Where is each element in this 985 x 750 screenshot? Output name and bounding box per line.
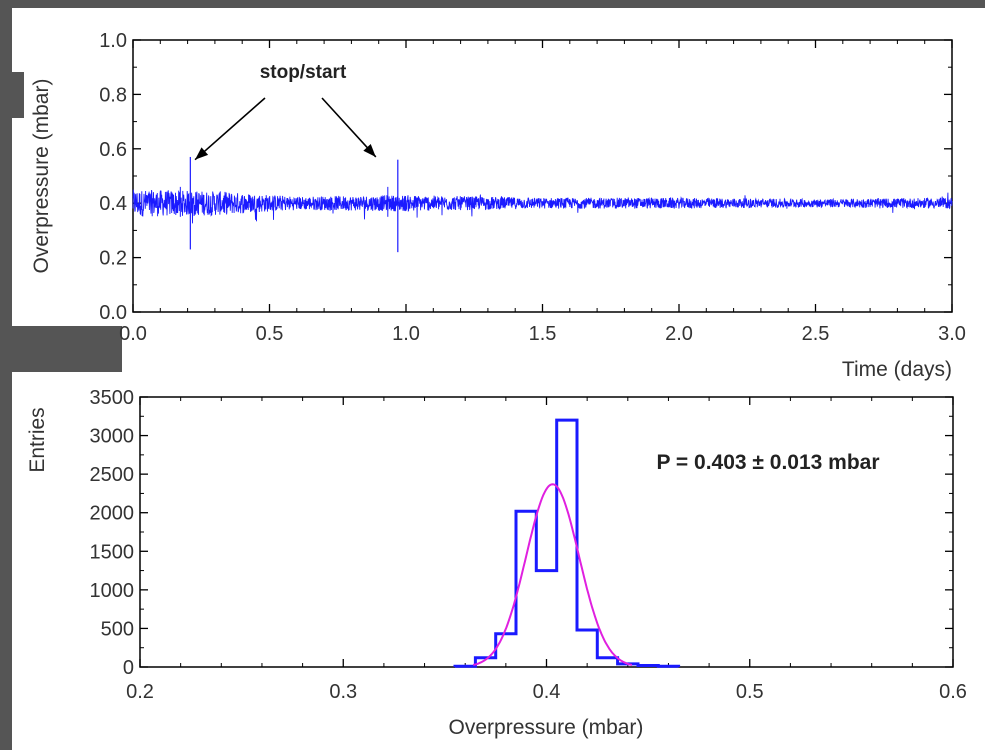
bottom-y-tick-label: 0 bbox=[123, 657, 134, 679]
stop-start-annotation: stop/start bbox=[260, 62, 347, 83]
top-plot-frame bbox=[132, 39, 953, 313]
bottom-x-tick-label: 0.5 bbox=[736, 681, 764, 703]
time-series-chart: 0.0 0.2 0.4 0.6 0.8 1.0 0.0 0.5 1.0 1.5 2.0 2.5 3.0… bbox=[30, 30, 966, 381]
fit-result-annotation: P = 0.403 ± 0.013 mbar bbox=[656, 451, 879, 474]
bottom-x-tick-label: 0.4 bbox=[533, 681, 561, 703]
top-y-tick-label: 0.8 bbox=[99, 84, 127, 106]
top-x-tick-label: 1.5 bbox=[529, 323, 557, 345]
top-y-tick-label: 0.4 bbox=[99, 193, 127, 215]
top-series-group bbox=[132, 156, 953, 253]
annotation-arrow-head bbox=[363, 143, 376, 157]
bottom-x-tick-label: 0.6 bbox=[939, 681, 967, 703]
top-series-line bbox=[132, 189, 953, 224]
top-y-tick-label: 0.6 bbox=[99, 139, 127, 161]
annotation-arrow-line bbox=[321, 97, 377, 158]
gaussian-fit bbox=[473, 483, 633, 666]
bottom-y-tick-label: 2500 bbox=[90, 464, 135, 486]
top-x-tick-label: 0.0 bbox=[119, 323, 147, 345]
bottom-y-tick-label: 3000 bbox=[90, 426, 135, 448]
top-y-tick-label: 1.0 bbox=[99, 30, 127, 52]
top-y-axis: 0.0 0.2 0.4 0.6 0.8 1.0 bbox=[99, 30, 952, 324]
gaussian-fit-line bbox=[473, 483, 633, 666]
top-x-tick-label: 2.5 bbox=[802, 323, 830, 345]
bottom-y-tick-label: 500 bbox=[101, 618, 134, 640]
annotation-arrow-line bbox=[194, 97, 266, 161]
top-x-axis: 0.0 0.5 1.0 1.5 2.0 2.5 3.0 bbox=[119, 40, 966, 345]
bottom-x-tick-label: 0.3 bbox=[329, 681, 357, 703]
top-y-axis-label: Overpressure (mbar) bbox=[30, 79, 53, 274]
bottom-x-axis-label: Overpressure (mbar) bbox=[449, 716, 644, 739]
bottom-y-axis-label: Entries bbox=[26, 407, 49, 472]
bottom-y-tick-label: 2000 bbox=[90, 503, 135, 525]
top-x-tick-label: 0.5 bbox=[256, 323, 284, 345]
annotation-arrow-head bbox=[195, 147, 209, 160]
bottom-plot-frame bbox=[139, 396, 954, 668]
top-x-tick-label: 3.0 bbox=[938, 323, 966, 345]
bottom-x-tick-label: 0.2 bbox=[126, 681, 154, 703]
bottom-y-tick-label: 1000 bbox=[90, 580, 135, 602]
top-x-tick-label: 1.0 bbox=[392, 323, 420, 345]
bottom-y-tick-label: 3500 bbox=[90, 387, 135, 409]
annotation-arrows bbox=[194, 97, 377, 161]
bottom-x-axis: 0.2 0.3 0.4 0.5 0.6 bbox=[126, 397, 967, 703]
histogram-bars bbox=[453, 418, 681, 668]
histogram-outline bbox=[453, 418, 681, 668]
bottom-y-axis: 0 500 1000 1500 2000 2500 3000 3500 bbox=[90, 387, 953, 679]
bottom-y-tick-label: 1500 bbox=[90, 541, 135, 563]
top-x-axis-label: Time (days) bbox=[842, 358, 952, 381]
top-y-tick-label: 0.2 bbox=[99, 248, 127, 270]
top-x-tick-label: 2.0 bbox=[665, 323, 693, 345]
top-y-tick-label: 0.0 bbox=[99, 302, 127, 324]
